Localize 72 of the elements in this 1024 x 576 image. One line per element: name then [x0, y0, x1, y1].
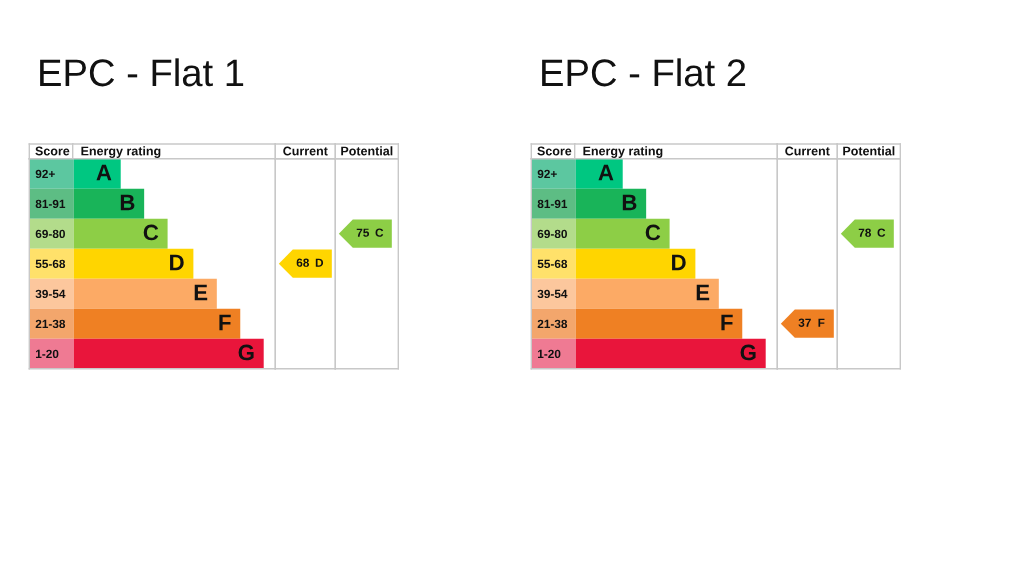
bar [575, 278, 719, 309]
chart-title: EPC - Flat 2 [542, 58, 746, 87]
bar [73, 188, 145, 219]
data-label: 78 [858, 228, 871, 237]
category-label: F [818, 318, 825, 327]
bar [29, 218, 74, 249]
bar [575, 308, 743, 339]
y-tick-label: 92+ [35, 169, 55, 179]
annotation: D [170, 254, 184, 271]
bar [575, 218, 670, 249]
y-tick-label: 81-91 [35, 199, 66, 209]
y-tick-label: 1-20 [36, 349, 59, 359]
annotation: E [194, 284, 208, 301]
y-tick-label: 39-54 [537, 289, 568, 299]
bar [531, 188, 576, 219]
y-tick-label: 21-38 [537, 319, 568, 329]
bar [531, 218, 576, 249]
bar [29, 278, 74, 309]
y-tick-label: 21-38 [35, 319, 66, 329]
category-label: C [877, 228, 886, 237]
data-label: 37 [798, 318, 811, 327]
category-label: D [315, 258, 324, 267]
bar [531, 248, 576, 279]
text: Current [785, 146, 830, 156]
text: Potential [341, 146, 393, 156]
bar [73, 278, 217, 309]
bar [73, 218, 168, 249]
bar [29, 188, 74, 219]
y-tick-label: 69-80 [537, 229, 567, 239]
annotation: A [598, 164, 614, 181]
annotation: D [672, 254, 686, 271]
annotation: C [143, 224, 159, 241]
y-axis-title: Score [537, 146, 572, 156]
data-label: 68 [296, 258, 309, 267]
bar [575, 188, 647, 219]
bar [29, 248, 74, 279]
y-tick-label: 69-80 [35, 229, 65, 239]
y-tick-label: 55-68 [35, 259, 66, 269]
bar [531, 308, 576, 339]
annotation: F [721, 314, 733, 331]
bar [29, 338, 74, 369]
text: Current [283, 146, 328, 156]
data-label: 75 [356, 228, 370, 237]
category-label: C [375, 228, 384, 237]
y-tick-label: 1-20 [538, 349, 561, 359]
y-axis-title: Score [35, 146, 70, 156]
bar [73, 248, 194, 279]
y-tick-label: 81-91 [537, 199, 568, 209]
bar [531, 278, 576, 309]
bar [575, 248, 696, 279]
annotation: F [219, 314, 231, 331]
annotation: B [120, 194, 135, 211]
annotation: A [96, 164, 112, 181]
bar [531, 338, 576, 369]
annotation: G [238, 344, 254, 361]
y-tick-label: 55-68 [537, 259, 568, 269]
x-axis-title: Energy rating [81, 146, 161, 158]
bar [73, 338, 264, 369]
bar [29, 308, 74, 339]
bar [575, 158, 623, 189]
bar [575, 338, 766, 369]
chart-title: EPC - Flat 1 [40, 58, 244, 87]
annotation: E [696, 284, 710, 301]
bar [73, 308, 241, 339]
x-axis-title: Energy rating [583, 146, 663, 158]
annotation: C [645, 224, 661, 241]
text: Potential [843, 146, 895, 156]
bar [73, 158, 121, 189]
y-tick-label: 92+ [537, 169, 557, 179]
annotation: G [740, 344, 756, 361]
annotation: B [622, 194, 637, 211]
y-tick-label: 39-54 [35, 289, 66, 299]
